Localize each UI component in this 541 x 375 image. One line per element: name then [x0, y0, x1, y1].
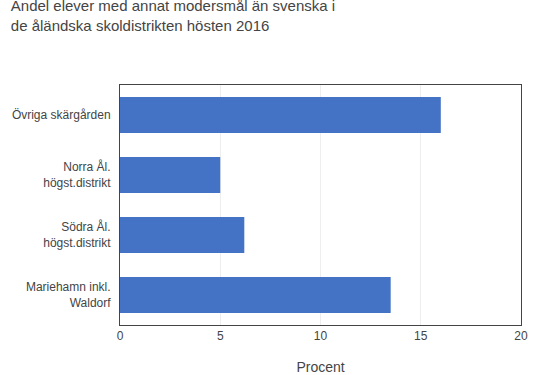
svg-text:Mariehamn inkl.Waldorf: Mariehamn inkl.Waldorf: [26, 280, 111, 310]
svg-text:Övriga skärgården: Övriga skärgården: [12, 108, 111, 122]
svg-text:20: 20: [514, 329, 528, 343]
svg-text:5: 5: [217, 329, 224, 343]
svg-text:0: 0: [117, 329, 124, 343]
svg-text:Norra Ål.högst.distrikt: Norra Ål.högst.distrikt: [43, 159, 111, 190]
svg-text:15: 15: [414, 329, 428, 343]
svg-text:Södra Ål.högst.distrikt: Södra Ål.högst.distrikt: [43, 219, 111, 250]
svg-text:10: 10: [314, 329, 328, 343]
svg-text:Procent: Procent: [296, 359, 344, 375]
svg-text:Andel elever med annat modersm: Andel elever med annat modersmål än sven…: [11, 0, 335, 34]
